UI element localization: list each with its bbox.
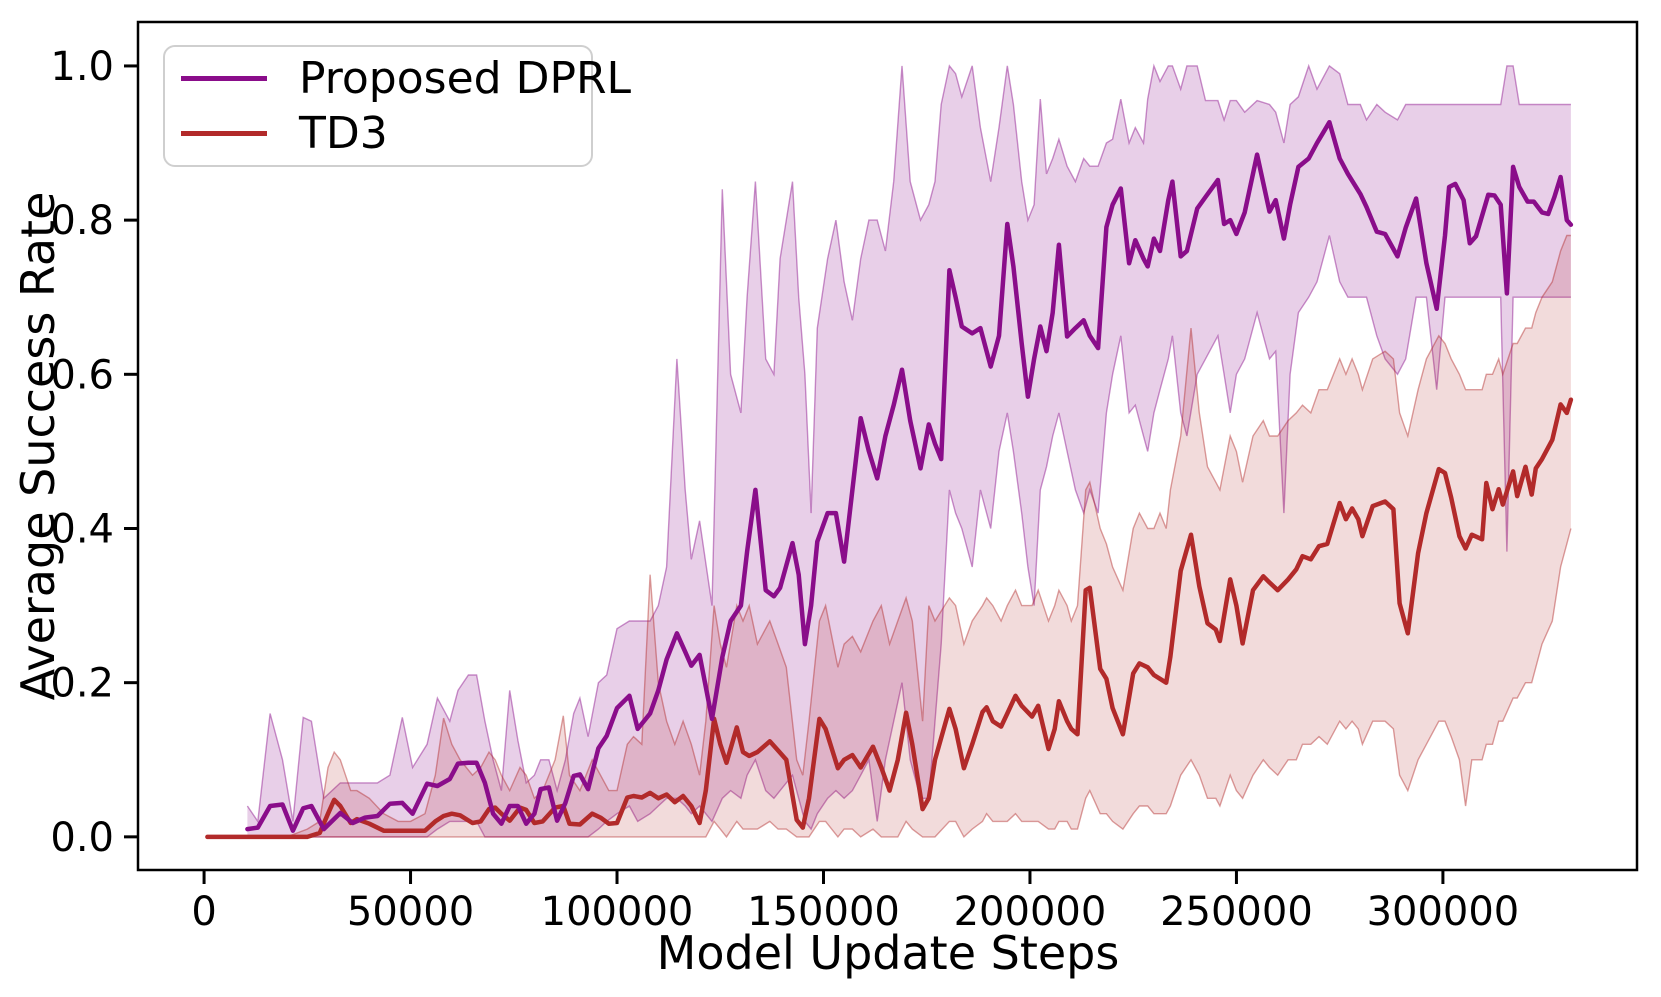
- x-axis-label: Model Update Steps: [656, 926, 1120, 980]
- y-tick-label: 0.8: [50, 198, 114, 244]
- x-tick-label: 50000: [347, 889, 474, 935]
- legend-entry-td3: TD3: [165, 106, 591, 161]
- legend-box: Proposed DPRL TD3: [163, 45, 631, 167]
- x-tick-label: 150000: [747, 889, 900, 935]
- legend-line-sample-purple: [181, 76, 267, 81]
- confidence-band-proposed-dprl: [247, 65, 1571, 837]
- band-upper-edge: [246, 63, 1571, 824]
- y-tick-label: 0.0: [50, 815, 114, 861]
- x-tick-label: 200000: [954, 889, 1107, 935]
- y-tick-label: 1.0: [50, 44, 114, 90]
- y-tick-label: 0.2: [50, 661, 114, 707]
- legend-line-sample-red: [181, 131, 267, 136]
- x-tick-label: 100000: [541, 889, 694, 935]
- x-tick-label: 250000: [1160, 889, 1313, 935]
- x-tick-label: 300000: [1367, 889, 1520, 935]
- confidence-band-td3: [207, 235, 1571, 837]
- plot-border: [136, 20, 1639, 872]
- band-lower-edge: [247, 235, 1571, 838]
- legend-entry-proposed-dprl: Proposed DPRL: [165, 51, 631, 106]
- band-lower-edge: [207, 528, 1572, 839]
- x-tick-label: 0: [191, 889, 216, 935]
- y-axis-label: Average Success Rate: [11, 191, 65, 701]
- y-tick-label: 0.4: [50, 506, 114, 552]
- legend-label: Proposed DPRL: [299, 52, 632, 104]
- band-upper-edge: [207, 234, 1571, 838]
- y-tick-label: 0.6: [50, 352, 114, 398]
- mean-line-proposed-dprl: [245, 119, 1574, 833]
- legend-label: TD3: [299, 107, 388, 159]
